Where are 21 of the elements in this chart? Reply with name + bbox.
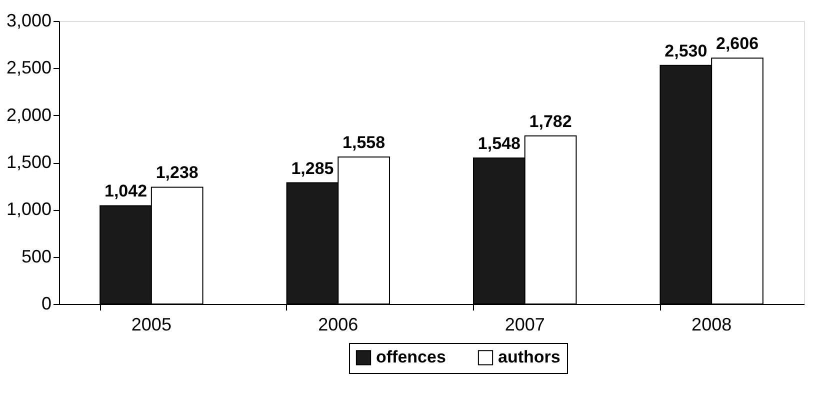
y-tick-label: 1,000 bbox=[6, 199, 52, 220]
data-label: 1,285 bbox=[291, 158, 334, 178]
data-label: 1,558 bbox=[342, 133, 386, 152]
y-tick-label: 3,000 bbox=[6, 10, 52, 30]
data-label: 2,606 bbox=[716, 34, 759, 54]
data-label: 2,530 bbox=[664, 41, 708, 60]
data-label: 1,042 bbox=[104, 182, 148, 201]
x-tick-label: 2006 bbox=[318, 314, 358, 334]
y-tick-label: 1,500 bbox=[6, 152, 52, 172]
x-tick-label: 2005 bbox=[131, 314, 172, 334]
y-tick-label: 2,500 bbox=[6, 58, 52, 78]
data-label: 1,238 bbox=[156, 163, 198, 182]
data-label: 1,548 bbox=[478, 134, 520, 153]
y-tick-label: 2,000 bbox=[6, 104, 52, 125]
data-label: 1,782 bbox=[529, 112, 572, 131]
legend-label: authors bbox=[498, 348, 560, 367]
x-tick-label: 2008 bbox=[692, 314, 732, 334]
y-tick-label: 0 bbox=[41, 294, 52, 314]
x-tick-label: 2007 bbox=[504, 314, 545, 334]
legend-label: offences bbox=[376, 348, 446, 367]
y-tick-label: 500 bbox=[21, 246, 52, 266]
